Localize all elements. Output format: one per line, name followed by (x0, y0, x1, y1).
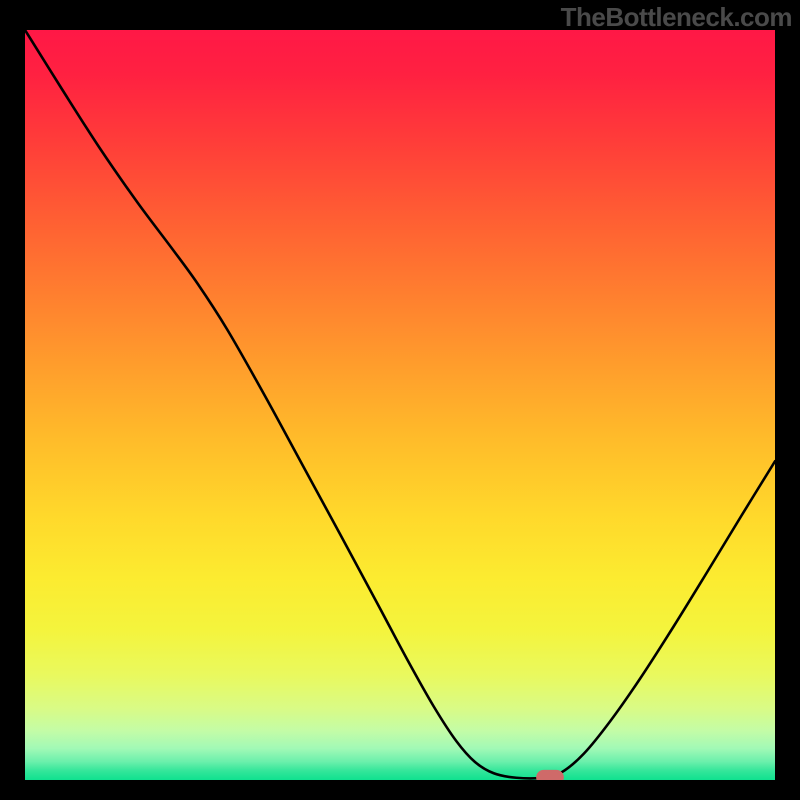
chart-frame: TheBottleneck.com (0, 0, 800, 800)
gradient-line-chart (25, 30, 775, 780)
plot-area (25, 30, 775, 780)
optimum-marker (536, 770, 564, 780)
gradient-background (25, 30, 775, 780)
watermark-text: TheBottleneck.com (561, 2, 792, 33)
